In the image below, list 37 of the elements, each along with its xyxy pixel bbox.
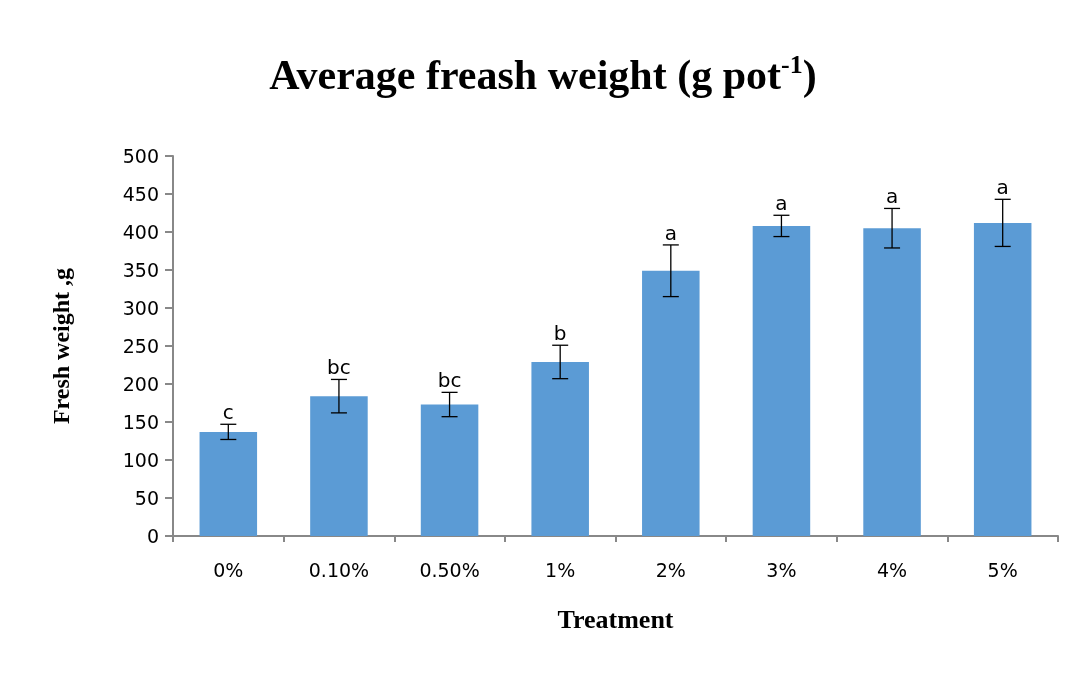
x-axis-title: Treatment xyxy=(557,604,674,634)
annotation: b xyxy=(553,321,567,346)
bar xyxy=(752,225,811,536)
annotation: a xyxy=(996,175,1009,200)
y-tick-label: 300 xyxy=(122,297,159,319)
x-tick-label: 0.50% xyxy=(419,558,480,581)
x-tick-label: 1% xyxy=(545,558,576,581)
x-tick-label: 3% xyxy=(766,558,797,581)
bar xyxy=(973,222,1032,536)
x-tick-label: 5% xyxy=(987,558,1018,581)
x-tick-label: 4% xyxy=(876,558,908,581)
y-tick-label: 200 xyxy=(122,373,159,395)
bar xyxy=(531,361,589,536)
y-tick-label: 450 xyxy=(122,183,159,205)
y-tick-label: 100 xyxy=(122,449,159,471)
bar xyxy=(642,270,700,536)
bar xyxy=(863,228,921,536)
annotation: a xyxy=(885,184,899,209)
annotation: bc xyxy=(437,368,462,393)
y-tick-label: 250 xyxy=(122,335,159,357)
y-tick-label: 0 xyxy=(146,525,159,547)
y-tick-label: 350 xyxy=(122,259,159,281)
annotation: a xyxy=(664,220,677,245)
bar xyxy=(420,404,479,536)
x-tick-label: 0% xyxy=(213,558,244,581)
bar xyxy=(199,431,258,536)
y-tick-label: 400 xyxy=(122,221,159,243)
x-tick-label: 2% xyxy=(655,558,686,581)
y-tick-label: 500 xyxy=(122,145,159,167)
bar xyxy=(310,396,368,536)
x-tick-label: 0.10% xyxy=(308,558,370,581)
y-tick-label: 150 xyxy=(122,411,159,433)
annotation: a xyxy=(775,191,788,216)
y-tick-label: 50 xyxy=(134,487,159,509)
y-axis-title: Fresh weight ,g xyxy=(48,267,74,425)
annotation: c xyxy=(222,400,234,425)
annotation: bc xyxy=(327,355,351,380)
